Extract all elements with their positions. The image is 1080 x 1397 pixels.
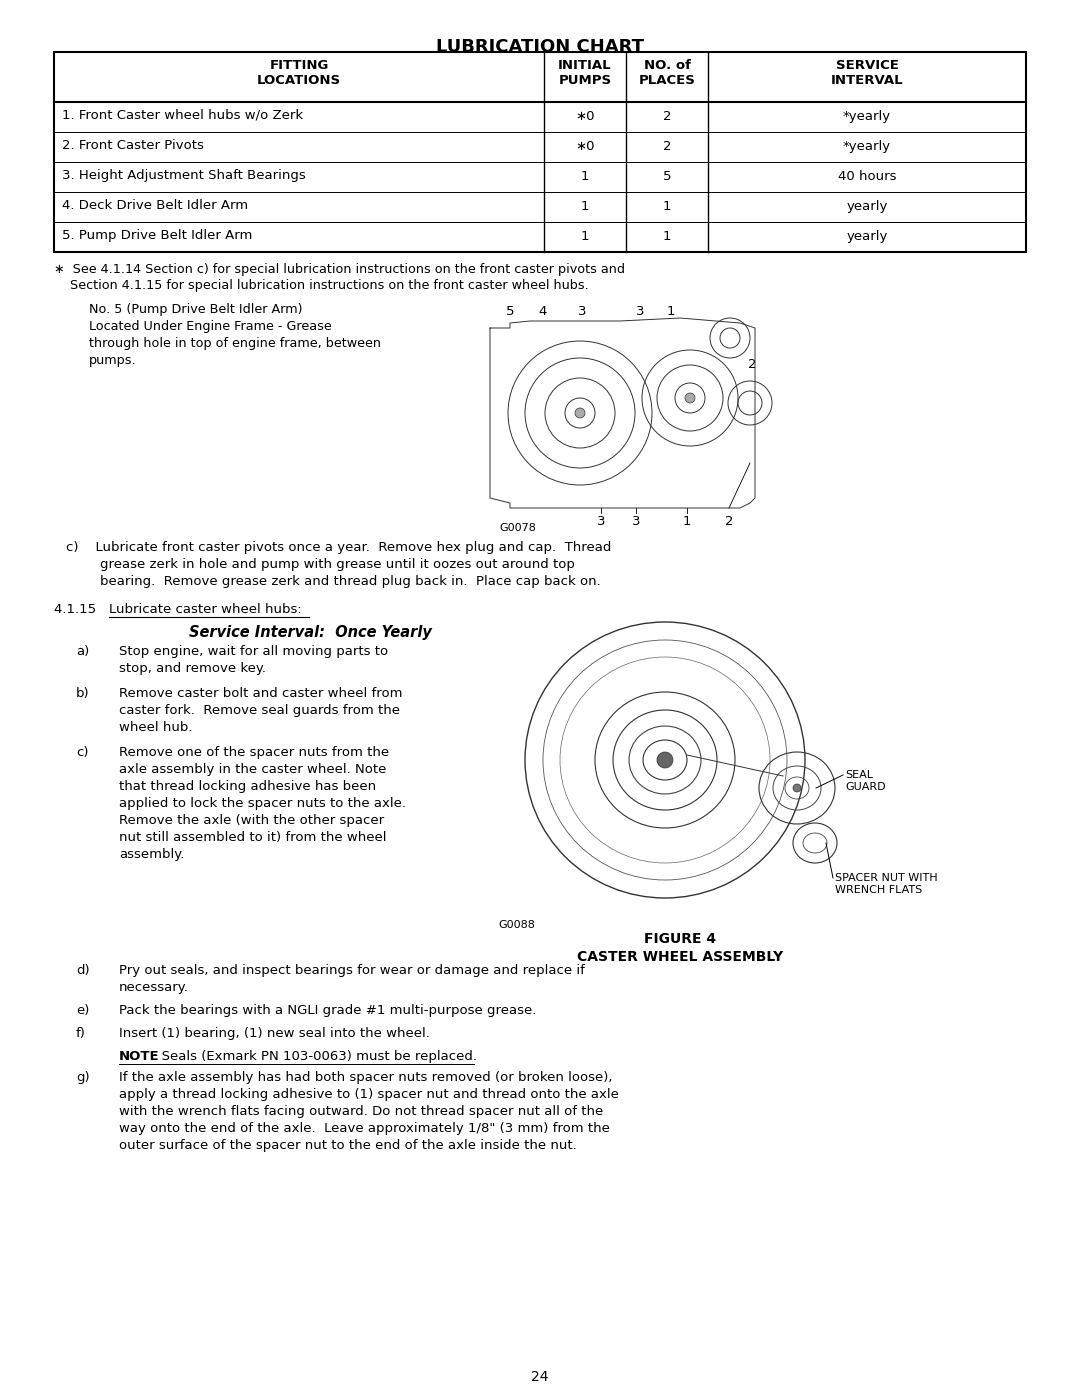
Text: 3: 3: [578, 305, 586, 319]
Text: Remove one of the spacer nuts from the: Remove one of the spacer nuts from the: [119, 746, 389, 759]
Text: 1: 1: [581, 170, 590, 183]
Circle shape: [657, 752, 673, 768]
Text: 3: 3: [632, 515, 640, 528]
Text: SPACER NUT WITH
WRENCH FLATS: SPACER NUT WITH WRENCH FLATS: [835, 873, 937, 894]
Text: 2: 2: [725, 515, 733, 528]
Text: assembly.: assembly.: [119, 848, 185, 861]
Text: 3. Height Adjustment Shaft Bearings: 3. Height Adjustment Shaft Bearings: [62, 169, 306, 182]
Text: 4: 4: [539, 305, 548, 319]
Text: 1: 1: [683, 515, 691, 528]
Text: 4.1.15: 4.1.15: [54, 604, 105, 616]
Text: grease zerk in hole and pump with grease until it oozes out around top: grease zerk in hole and pump with grease…: [66, 557, 575, 571]
Text: ∗  See 4.1.14 Section c) for special lubrication instructions on the front caste: ∗ See 4.1.14 Section c) for special lubr…: [54, 263, 625, 277]
Text: Pack the bearings with a NGLI grade #1 multi-purpose grease.: Pack the bearings with a NGLI grade #1 m…: [119, 1004, 537, 1017]
Text: If the axle assembly has had both spacer nuts removed (or broken loose),: If the axle assembly has had both spacer…: [119, 1071, 612, 1084]
Text: yearly: yearly: [847, 231, 888, 243]
Text: No. 5 (Pump Drive Belt Idler Arm): No. 5 (Pump Drive Belt Idler Arm): [89, 303, 302, 316]
Text: Service Interval:  Once Yearly: Service Interval: Once Yearly: [189, 624, 431, 640]
Text: 24: 24: [531, 1370, 549, 1384]
Text: outer surface of the spacer nut to the end of the axle inside the nut.: outer surface of the spacer nut to the e…: [119, 1139, 577, 1153]
Text: G0078: G0078: [499, 522, 536, 534]
Text: ∗0: ∗0: [576, 140, 595, 154]
Text: necessary.: necessary.: [119, 981, 189, 995]
Text: 2: 2: [663, 140, 672, 154]
Text: 2: 2: [663, 110, 672, 123]
Text: way onto the end of the axle.  Leave approximately 1/8" (3 mm) from the: way onto the end of the axle. Leave appr…: [119, 1122, 610, 1134]
Text: c)    Lubricate front caster pivots once a year.  Remove hex plug and cap.  Thre: c) Lubricate front caster pivots once a …: [66, 541, 611, 555]
Text: wheel hub.: wheel hub.: [119, 721, 192, 733]
Text: stop, and remove key.: stop, and remove key.: [119, 662, 266, 675]
Text: caster fork.  Remove seal guards from the: caster fork. Remove seal guards from the: [119, 704, 400, 717]
Text: 1: 1: [581, 200, 590, 212]
Text: through hole in top of engine frame, between: through hole in top of engine frame, bet…: [89, 337, 381, 351]
Text: yearly: yearly: [847, 200, 888, 212]
Text: f): f): [76, 1027, 86, 1039]
Text: g): g): [76, 1071, 90, 1084]
Text: LUBRICATION CHART: LUBRICATION CHART: [436, 38, 644, 56]
Text: 5: 5: [505, 305, 514, 319]
Bar: [54, 52, 1026, 251]
Text: : Seals (Exmark PN 103-0063) must be replaced.: : Seals (Exmark PN 103-0063) must be rep…: [153, 1051, 477, 1063]
Text: a): a): [76, 645, 90, 658]
Text: d): d): [76, 964, 90, 977]
Text: NO. of
PLACES: NO. of PLACES: [638, 59, 696, 87]
Text: 1: 1: [666, 305, 675, 319]
Text: 2. Front Caster Pivots: 2. Front Caster Pivots: [62, 138, 204, 152]
Text: e): e): [76, 1004, 90, 1017]
Text: Located Under Engine Frame - Grease: Located Under Engine Frame - Grease: [89, 320, 332, 332]
Text: Lubricate caster wheel hubs:: Lubricate caster wheel hubs:: [109, 604, 301, 616]
Text: b): b): [76, 687, 90, 700]
Text: Stop engine, wait for all moving parts to: Stop engine, wait for all moving parts t…: [119, 645, 388, 658]
Text: ∗0: ∗0: [576, 110, 595, 123]
Text: CASTER WHEEL ASSEMBLY: CASTER WHEEL ASSEMBLY: [577, 950, 783, 964]
Text: 3: 3: [636, 305, 645, 319]
Circle shape: [575, 408, 585, 418]
Text: Pry out seals, and inspect bearings for wear or damage and replace if: Pry out seals, and inspect bearings for …: [119, 964, 585, 977]
Text: NOTE: NOTE: [119, 1051, 160, 1063]
Text: pumps.: pumps.: [89, 353, 137, 367]
Text: Insert (1) bearing, (1) new seal into the wheel.: Insert (1) bearing, (1) new seal into th…: [119, 1027, 430, 1039]
Text: FIGURE 4: FIGURE 4: [644, 932, 716, 946]
Text: Remove caster bolt and caster wheel from: Remove caster bolt and caster wheel from: [119, 687, 403, 700]
Text: *yearly: *yearly: [842, 140, 891, 154]
Text: 40 hours: 40 hours: [838, 170, 896, 183]
Text: apply a thread locking adhesive to (1) spacer nut and thread onto the axle: apply a thread locking adhesive to (1) s…: [119, 1088, 619, 1101]
Text: that thread locking adhesive has been: that thread locking adhesive has been: [119, 780, 376, 793]
Text: 1: 1: [663, 200, 672, 212]
Text: Section 4.1.15 for special lubrication instructions on the front caster wheel hu: Section 4.1.15 for special lubrication i…: [54, 279, 589, 292]
Circle shape: [793, 784, 801, 792]
Text: 5: 5: [663, 170, 672, 183]
Text: INITIAL
PUMPS: INITIAL PUMPS: [558, 59, 611, 87]
Text: 4. Deck Drive Belt Idler Arm: 4. Deck Drive Belt Idler Arm: [62, 198, 248, 212]
Text: G0088: G0088: [498, 921, 535, 930]
Text: c): c): [76, 746, 89, 759]
Text: 5. Pump Drive Belt Idler Arm: 5. Pump Drive Belt Idler Arm: [62, 229, 253, 242]
Text: nut still assembled to it) from the wheel: nut still assembled to it) from the whee…: [119, 831, 387, 844]
Text: 1: 1: [663, 231, 672, 243]
Text: 2: 2: [747, 358, 756, 372]
Text: 1. Front Caster wheel hubs w/o Zerk: 1. Front Caster wheel hubs w/o Zerk: [62, 109, 303, 122]
Text: bearing.  Remove grease zerk and thread plug back in.  Place cap back on.: bearing. Remove grease zerk and thread p…: [66, 576, 600, 588]
Text: 1: 1: [581, 231, 590, 243]
Text: with the wrench flats facing outward. Do not thread spacer nut all of the: with the wrench flats facing outward. Do…: [119, 1105, 604, 1118]
Text: axle assembly in the caster wheel. Note: axle assembly in the caster wheel. Note: [119, 763, 387, 775]
Text: SEAL
GUARD: SEAL GUARD: [845, 770, 886, 792]
Text: applied to lock the spacer nuts to the axle.: applied to lock the spacer nuts to the a…: [119, 798, 406, 810]
Circle shape: [685, 393, 696, 402]
Text: 3: 3: [597, 515, 605, 528]
Text: Remove the axle (with the other spacer: Remove the axle (with the other spacer: [119, 814, 384, 827]
Text: *yearly: *yearly: [842, 110, 891, 123]
Text: SERVICE
INTERVAL: SERVICE INTERVAL: [831, 59, 903, 87]
Text: FITTING
LOCATIONS: FITTING LOCATIONS: [257, 59, 341, 87]
